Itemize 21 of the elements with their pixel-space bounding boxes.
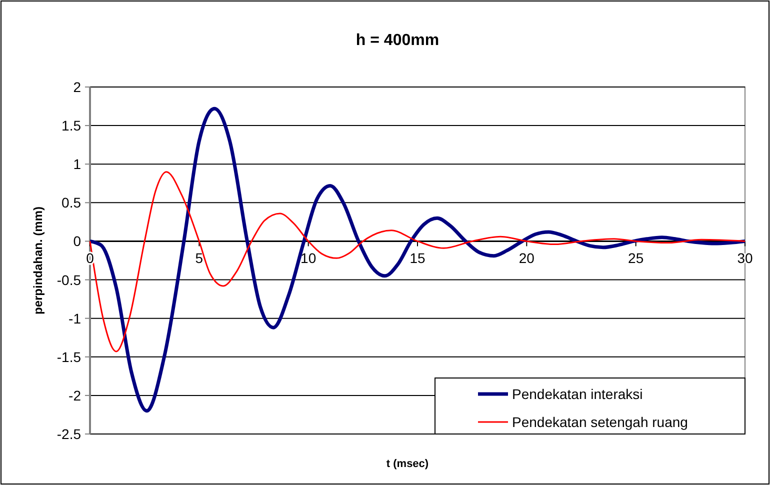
y-tick-label: 0.5 [62,194,82,211]
legend-label: Pendekatan setengah ruang [512,414,688,430]
x-tick-label: 5 [195,250,204,266]
y-tick-label: -0.5 [56,272,82,288]
y-tick-label: 1 [73,156,82,172]
y-tick-label: 1.5 [62,118,82,134]
x-tick-label: 30 [737,250,753,266]
y-tick-label: 2 [73,79,82,95]
x-tick-label: 10 [300,250,316,266]
x-tick-label: 25 [628,250,644,266]
legend-label: Pendekatan interaksi [512,386,643,402]
y-tick-label: -2.5 [56,426,82,442]
chart-title: h = 400mm [356,32,440,49]
y-tick-label: -1.5 [56,348,82,365]
x-tick-label: 20 [518,250,535,266]
x-axis-title: t (msec) [386,458,429,470]
y-tick-label: -1 [68,310,82,326]
y-tick-label: 0 [73,233,82,250]
y-tick-label: -2 [68,387,82,404]
x-tick-label: 15 [410,250,426,266]
y-axis-title: perpindahan. (mm) [31,206,45,315]
